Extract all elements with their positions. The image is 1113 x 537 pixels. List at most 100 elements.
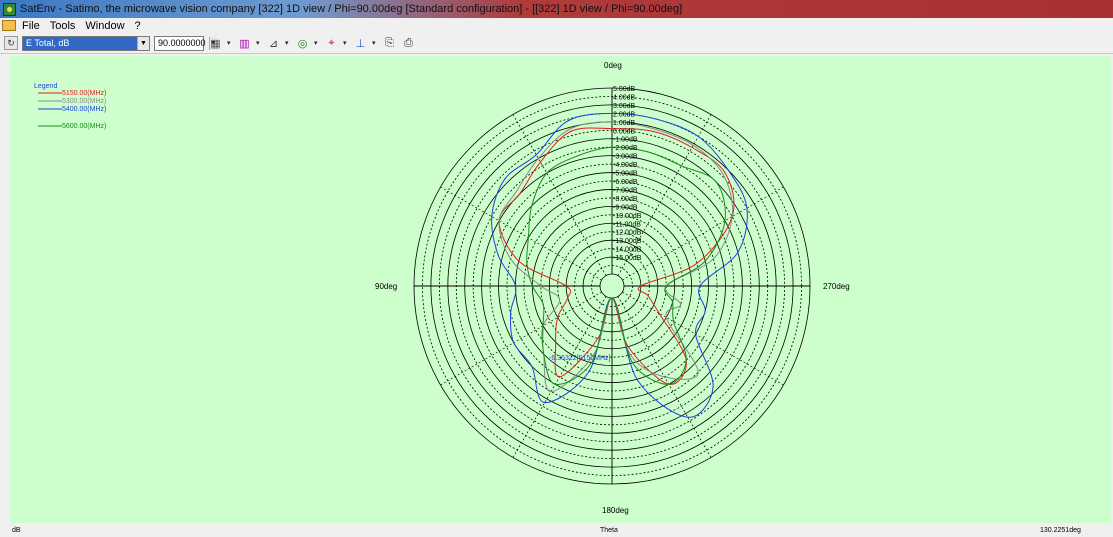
plot-area[interactable]: 5.00dB 4.00dB 3.00dB 2.00dB 1.00dB 0.00dB -1.0… <box>10 56 1111 523</box>
grid-ring <box>599 273 625 299</box>
angle-label-left: 90deg <box>375 282 397 291</box>
ring-label: 0.00dB <box>613 128 636 135</box>
chevron-down-icon[interactable]: ▼ <box>137 36 149 50</box>
data-point <box>673 321 675 323</box>
menu-window[interactable]: Window <box>85 19 125 32</box>
data-point <box>691 146 693 149</box>
grid-spoke <box>617 114 712 276</box>
window-title: SatEnv - Satimo, the microwave vision co… <box>20 3 683 15</box>
menu-tools[interactable]: Tools <box>49 19 76 32</box>
chevron-down-icon[interactable]: ▾ <box>372 40 376 47</box>
data-point <box>537 157 540 160</box>
data-point <box>727 169 729 171</box>
data-point <box>647 151 649 153</box>
title-bar: SatEnv - Satimo, the microwave vision co… <box>0 0 1113 18</box>
data-point <box>535 154 537 156</box>
data-point <box>543 353 545 355</box>
scale-icon[interactable]: ⊿ <box>268 37 279 50</box>
data-point <box>695 333 697 335</box>
data-point <box>672 301 674 303</box>
data-point <box>699 285 701 287</box>
legend-label-1: 5300.00(MHz) <box>62 98 106 105</box>
legend-title: Legend <box>34 83 57 90</box>
data-point <box>680 303 682 305</box>
data-point <box>611 112 613 114</box>
menu-bar: File Tools Window ? <box>0 18 1113 33</box>
data-point <box>526 262 528 264</box>
data-point <box>540 285 542 287</box>
data-point <box>544 402 546 404</box>
data-point <box>636 378 638 380</box>
chevron-down-icon[interactable]: ▼ <box>208 36 217 50</box>
ring-label: -8.00dB <box>613 196 638 203</box>
data-point <box>653 128 655 130</box>
copy-icon[interactable]: ⎘ <box>385 36 394 49</box>
data-point <box>510 258 512 260</box>
grid-spoke <box>440 291 602 386</box>
data-point <box>567 120 569 122</box>
data-point <box>731 216 733 218</box>
marker-annotation: -6.36322[5150MHz] <box>549 355 611 362</box>
data-point <box>546 172 548 174</box>
view-icon[interactable]: ▦ <box>210 37 221 50</box>
data-point <box>692 144 694 146</box>
ring-label: 4.00dB <box>613 94 636 101</box>
data-point <box>611 297 613 299</box>
ring-label: -6.00dB <box>613 179 638 186</box>
chart-type-icon[interactable]: ▥ <box>239 37 250 50</box>
data-point <box>597 337 599 339</box>
data-point <box>652 130 655 133</box>
ring-label: -15.00dB <box>613 255 642 262</box>
grid-spoke <box>512 114 607 276</box>
data-point <box>722 174 724 176</box>
data-point <box>685 359 687 361</box>
data-point <box>629 354 632 356</box>
data-point <box>737 251 739 253</box>
legend-label-2: 5400.00(MHz) <box>62 106 106 113</box>
data-point <box>611 121 613 123</box>
component-select[interactable]: E Total, dB ▼ <box>22 35 150 51</box>
data-point <box>504 178 506 180</box>
phi-select[interactable]: 90.0000000 ▼ <box>154 35 217 51</box>
chevron-down-icon[interactable]: ▾ <box>256 40 260 47</box>
legend: Legend 5150.00(MHz)5300.00(MHz)5400.00(MH… <box>34 83 106 130</box>
data-point <box>569 128 571 130</box>
data-point <box>712 386 714 388</box>
data-point <box>498 220 500 222</box>
marker-icon[interactable]: ⌖ <box>328 36 335 49</box>
menu-help[interactable]: ? <box>134 19 141 32</box>
series-layer <box>491 112 748 418</box>
data-point <box>663 376 666 378</box>
grid-spoke <box>440 186 602 281</box>
data-point <box>565 285 567 287</box>
data-point <box>712 258 715 260</box>
legend-label-0: 5150.00(MHz) <box>62 90 106 97</box>
ring-label: -14.00dB <box>613 247 642 254</box>
status-axis: Theta <box>600 527 618 534</box>
data-point <box>665 316 667 318</box>
status-angle: 130.2251deg <box>1040 527 1081 534</box>
chevron-down-icon[interactable]: ▾ <box>227 40 231 47</box>
grid-spoke <box>622 186 784 281</box>
data-point <box>687 416 689 418</box>
data-point <box>715 181 717 183</box>
ring-label: -5.00dB <box>613 171 638 178</box>
chevron-down-icon[interactable]: ▾ <box>343 40 347 47</box>
refresh-icon[interactable]: ↻ <box>4 36 18 50</box>
menu-file[interactable]: File <box>22 19 40 32</box>
data-point <box>611 128 613 130</box>
ring-label: -1.00dB <box>613 137 638 144</box>
chevron-down-icon[interactable]: ▾ <box>285 40 289 47</box>
data-point <box>704 310 706 312</box>
document-icon[interactable] <box>2 20 16 31</box>
axis-icon[interactable]: ⊥ <box>355 37 366 50</box>
data-point <box>539 161 542 163</box>
chevron-down-icon[interactable]: ▾ <box>314 40 318 47</box>
print-icon[interactable]: ⎙ <box>404 36 413 49</box>
polar-icon[interactable]: ◎ <box>297 37 308 50</box>
data-point <box>518 260 520 262</box>
data-point <box>542 303 544 305</box>
data-point <box>665 285 667 287</box>
